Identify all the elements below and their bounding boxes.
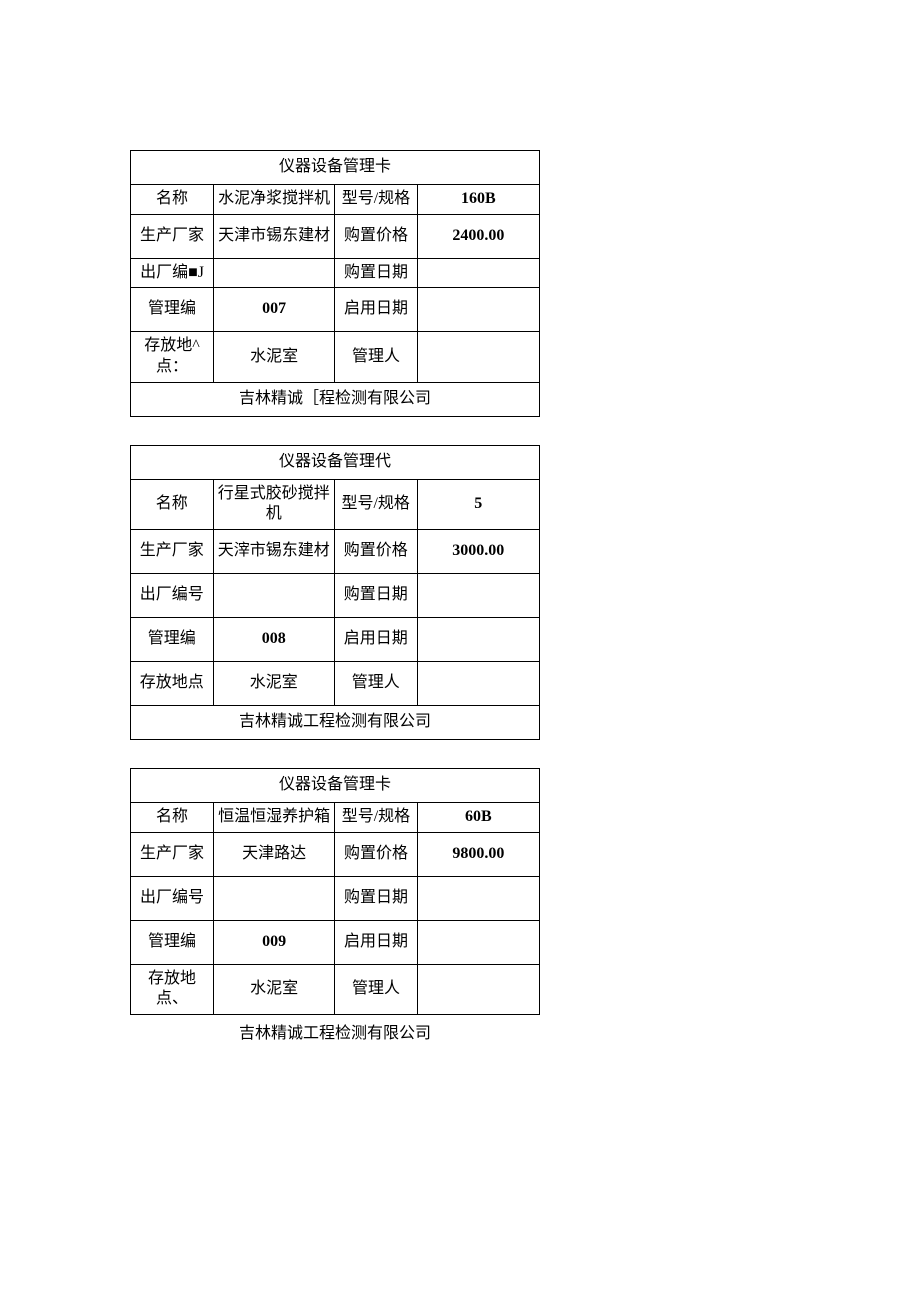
value-manager <box>417 662 539 706</box>
label-location: 存放地点 <box>131 662 214 706</box>
card-footer: 吉林精诚工程检测有限公司 <box>130 1019 540 1043</box>
value-purchase-date <box>417 876 539 920</box>
label-mgmt-no: 管理编 <box>131 618 214 662</box>
label-name: 名称 <box>131 479 214 530</box>
value-mfr: 天津市锡东建材 <box>214 214 335 258</box>
value-manager <box>417 964 539 1015</box>
label-location: 存放地点、 <box>131 964 214 1015</box>
value-factory-no <box>214 258 335 288</box>
label-mfr: 生产厂家 <box>131 832 214 876</box>
label-enable-date: 启用日期 <box>334 618 417 662</box>
value-model: 5 <box>417 479 539 530</box>
label-mgmt-no: 管理编 <box>131 288 214 332</box>
label-price: 购置价格 <box>335 214 418 258</box>
card-title: 仪器设备管理卡 <box>131 151 540 185</box>
label-name: 名称 <box>131 184 214 214</box>
label-name: 名称 <box>131 802 214 832</box>
label-purchase-date: 购置日期 <box>334 574 417 618</box>
value-mgmt-no: 009 <box>214 920 335 964</box>
value-price: 2400.00 <box>417 214 539 258</box>
label-factory-no: 出厂编■J <box>131 258 214 288</box>
value-model: 60B <box>417 802 539 832</box>
label-mfr: 生产厂家 <box>131 214 214 258</box>
value-enable-date <box>417 618 539 662</box>
label-purchase-date: 购置日期 <box>335 876 418 920</box>
label-manager: 管理人 <box>335 332 418 383</box>
value-mfr: 天津路达 <box>214 832 335 876</box>
label-price: 购置价格 <box>334 530 417 574</box>
label-enable-date: 启用日期 <box>335 920 418 964</box>
value-price: 9800.00 <box>417 832 539 876</box>
value-manager <box>417 332 539 383</box>
label-factory-no: 出厂编号 <box>131 876 214 920</box>
value-location: 水泥室 <box>214 964 335 1015</box>
equipment-card: 仪器设备管理卡 名称 水泥净浆搅拌机 型号/规格 160B 生产厂家 天津市锡东… <box>130 150 540 417</box>
label-model: 型号/规格 <box>334 479 417 530</box>
label-model: 型号/规格 <box>335 802 418 832</box>
value-location: 水泥室 <box>213 662 334 706</box>
label-manager: 管理人 <box>335 964 418 1015</box>
value-name: 恒温恒湿养护箱 <box>214 802 335 832</box>
value-purchase-date <box>417 258 539 288</box>
value-location: 水泥室 <box>214 332 335 383</box>
label-price: 购置价格 <box>335 832 418 876</box>
label-location: 存放地^点： <box>131 332 214 383</box>
value-model: 160B <box>417 184 539 214</box>
value-mgmt-no: 007 <box>214 288 335 332</box>
label-mfr: 生产厂家 <box>131 530 214 574</box>
label-mgmt-no: 管理编 <box>131 920 214 964</box>
document-page: 仪器设备管理卡 名称 水泥净浆搅拌机 型号/规格 160B 生产厂家 天津市锡东… <box>0 0 920 1121</box>
card-footer: 吉林精诚［程检测有限公司 <box>131 382 540 416</box>
value-factory-no <box>213 574 334 618</box>
value-enable-date <box>417 288 539 332</box>
value-enable-date <box>417 920 539 964</box>
card-footer: 吉林精诚工程检测有限公司 <box>131 706 540 740</box>
card-title: 仪器设备管理卡 <box>131 768 540 802</box>
card-title: 仪器设备管理代 <box>131 445 540 479</box>
label-model: 型号/规格 <box>335 184 418 214</box>
label-enable-date: 启用日期 <box>335 288 418 332</box>
label-factory-no: 出厂编号 <box>131 574 214 618</box>
value-price: 3000.00 <box>417 530 539 574</box>
equipment-card: 仪器设备管理卡 名称 恒温恒湿养护箱 型号/规格 60B 生产厂家 天津路达 购… <box>130 768 540 1015</box>
value-mfr: 天滓市锡东建材 <box>213 530 334 574</box>
value-name: 行星式胶砂搅拌机 <box>213 479 334 530</box>
value-name: 水泥净浆搅拌机 <box>214 184 335 214</box>
label-purchase-date: 购置日期 <box>335 258 418 288</box>
equipment-card: 仪器设备管理代 名称 行星式胶砂搅拌机 型号/规格 5 生产厂家 天滓市锡东建材… <box>130 445 540 740</box>
value-purchase-date <box>417 574 539 618</box>
value-factory-no <box>214 876 335 920</box>
label-manager: 管理人 <box>334 662 417 706</box>
value-mgmt-no: 008 <box>213 618 334 662</box>
